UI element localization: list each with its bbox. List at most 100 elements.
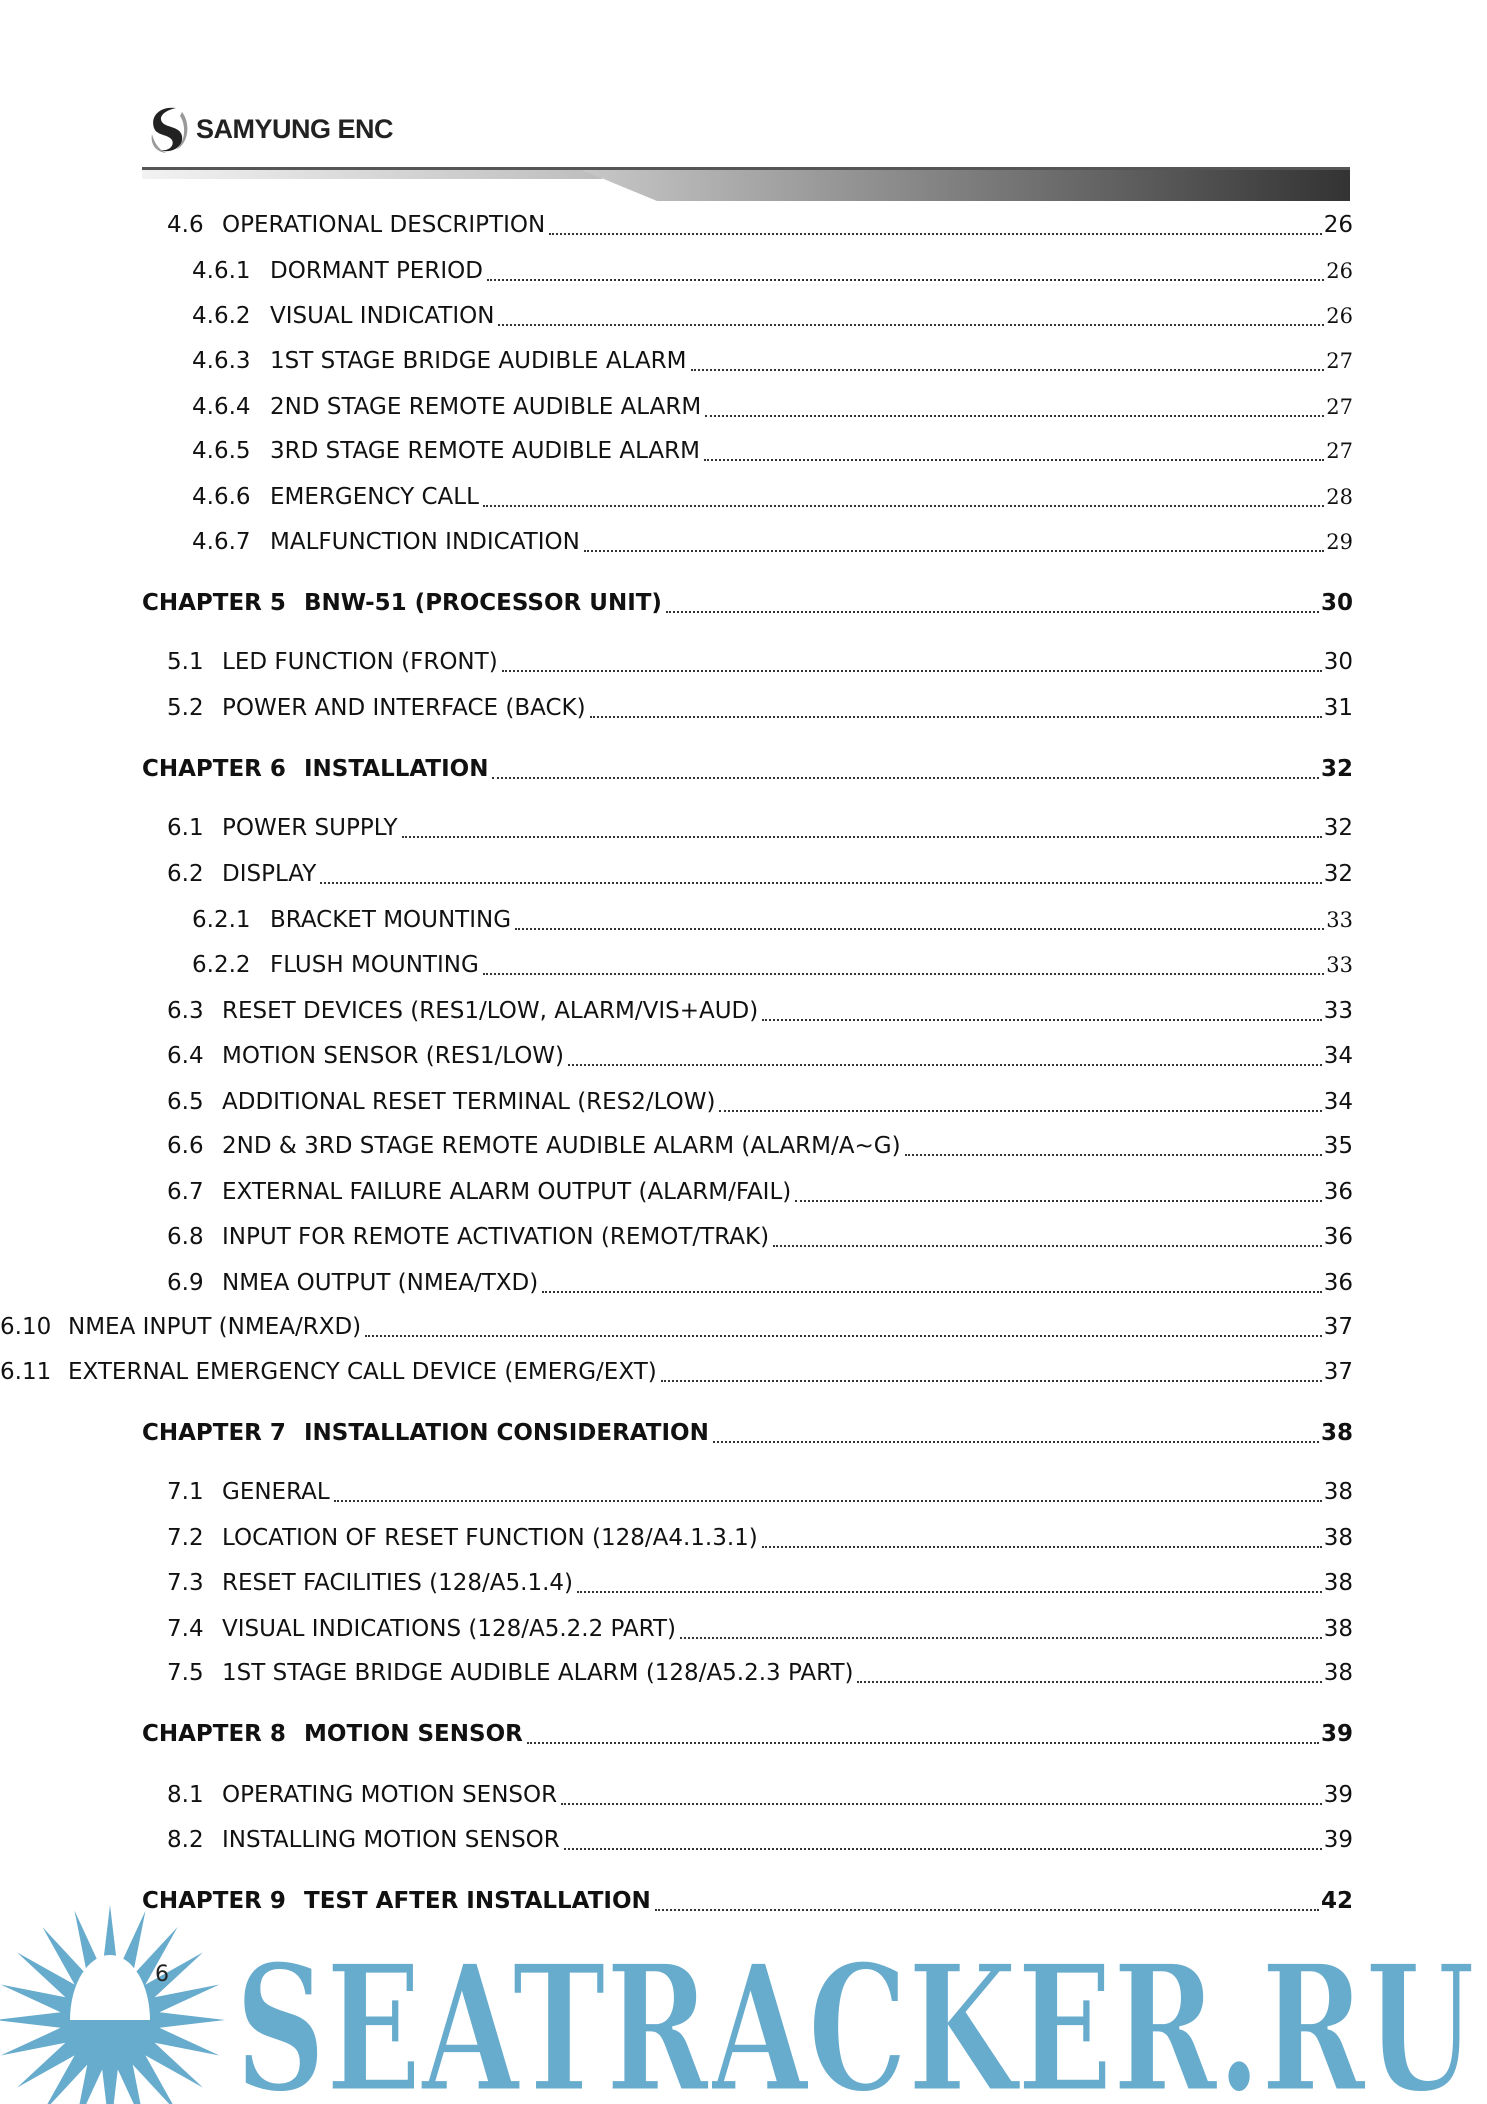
toc-entry[interactable]: 4.6.4 2ND STAGE REMOTE AUDIBLE ALARM 27 — [0, 394, 1353, 424]
dot-leader — [501, 670, 1322, 672]
toc-entry[interactable]: CHAPTER 7 INSTALLATION CONSIDERATION 38 — [0, 1420, 1353, 1450]
toc-entry[interactable]: 6.1 POWER SUPPLY 32 — [0, 815, 1353, 845]
toc-entry[interactable]: 4.6.7 MALFUNCTION INDICATION 29 — [0, 529, 1353, 559]
toc-title: GENERAL — [222, 1479, 330, 1505]
watermark-text: SEATRACKER.RU — [235, 1927, 1475, 2104]
toc-title: POWER SUPPLY — [222, 815, 398, 841]
toc-title: 2ND & 3RD STAGE REMOTE AUDIBLE ALARM (AL… — [222, 1133, 901, 1159]
toc-entry[interactable]: 5.2 POWER AND INTERFACE (BACK) 31 — [0, 695, 1353, 725]
dot-leader — [561, 1803, 1322, 1805]
toc-number: 6.11 — [0, 1359, 52, 1385]
toc-entry[interactable]: 4.6 OPERATIONAL DESCRIPTION 26 — [0, 212, 1353, 242]
toc-entry[interactable]: CHAPTER 8 MOTION SENSOR 39 — [0, 1721, 1353, 1751]
toc-page: 38 — [1323, 1660, 1353, 1686]
dot-leader — [583, 550, 1325, 552]
toc-entry[interactable]: 6.5 ADDITIONAL RESET TERMINAL (RES2/LOW) 3… — [0, 1089, 1353, 1119]
toc-entry[interactable]: 6.6 2ND & 3RD STAGE REMOTE AUDIBLE ALARM … — [0, 1133, 1353, 1163]
toc-page: 38 — [1323, 1570, 1353, 1596]
toc-page: 31 — [1323, 695, 1353, 721]
toc-title: EXTERNAL EMERGENCY CALL DEVICE (EMERG/EX… — [68, 1359, 657, 1385]
toc-entry[interactable]: 4.6.6 EMERGENCY CALL 28 — [0, 484, 1353, 514]
toc-entry[interactable]: 7.1 GENERAL 38 — [0, 1479, 1353, 1509]
toc-entry[interactable]: 4.6.3 1ST STAGE BRIDGE AUDIBLE ALARM 27 — [0, 348, 1353, 378]
toc-title: OPERATIONAL DESCRIPTION — [222, 212, 546, 238]
toc-entry[interactable]: 6.7 EXTERNAL FAILURE ALARM OUTPUT (ALARM/… — [0, 1179, 1353, 1209]
dot-leader — [498, 324, 1325, 326]
toc-title: ADDITIONAL RESET TERMINAL (RES2/LOW) — [222, 1089, 716, 1115]
dot-leader — [482, 505, 1325, 507]
toc-entry[interactable]: 4.6.5 3RD STAGE REMOTE AUDIBLE ALARM 27 — [0, 438, 1353, 468]
toc-number: 7.2 — [167, 1525, 204, 1551]
toc-entry[interactable]: 4.6.1 DORMANT PERIOD 26 — [0, 258, 1353, 288]
toc-page: 39 — [1320, 1721, 1353, 1747]
toc-number: 4.6.5 — [192, 438, 251, 464]
toc-entry[interactable]: 6.9 NMEA OUTPUT (NMEA/TXD) 36 — [0, 1270, 1353, 1300]
dot-leader — [773, 1245, 1322, 1247]
dot-leader — [690, 369, 1325, 371]
toc-entry[interactable]: 6.2.1 BRACKET MOUNTING 33 — [0, 907, 1353, 937]
toc-page: 33 — [1326, 953, 1353, 977]
toc-page: 27 — [1326, 349, 1353, 373]
samyung-logo: SAMYUNG ENC — [146, 104, 394, 154]
toc-title: EXTERNAL FAILURE ALARM OUTPUT (ALARM/FAI… — [222, 1179, 792, 1205]
toc-page: 28 — [1326, 485, 1353, 509]
toc-number: 6.5 — [167, 1089, 204, 1115]
toc-entry[interactable]: 7.2 LOCATION OF RESET FUNCTION (128/A4.1.… — [0, 1525, 1353, 1555]
toc-page: 32 — [1323, 861, 1353, 887]
toc-number: 6.2.1 — [192, 907, 251, 933]
toc-page: 38 — [1323, 1479, 1353, 1505]
toc-entry[interactable]: 7.5 1ST STAGE BRIDGE AUDIBLE ALARM (128/A… — [0, 1660, 1353, 1690]
toc-title: EMERGENCY CALL — [270, 484, 479, 510]
dot-leader — [857, 1681, 1322, 1683]
toc-entry[interactable]: CHAPTER 5 BNW-51 (PROCESSOR UNIT) 30 — [0, 590, 1353, 620]
sunburst-icon — [0, 1905, 225, 2104]
toc-number: CHAPTER 9 — [142, 1888, 286, 1914]
toc-entry[interactable]: 6.8 INPUT FOR REMOTE ACTIVATION (REMOT/TR… — [0, 1224, 1353, 1254]
toc-entry[interactable]: 6.2 DISPLAY 32 — [0, 861, 1353, 891]
dot-leader — [486, 279, 1325, 281]
toc-entry[interactable]: 6.10 NMEA INPUT (NMEA/RXD) 37 — [0, 1314, 1353, 1344]
toc-number: 6.2 — [167, 861, 204, 887]
dot-leader — [365, 1335, 1322, 1337]
toc-title: DORMANT PERIOD — [270, 258, 483, 284]
toc-number: 8.2 — [167, 1827, 204, 1853]
toc-entry[interactable]: 7.4 VISUAL INDICATIONS (128/A5.2.2 PART) 3… — [0, 1616, 1353, 1646]
toc-title: MALFUNCTION INDICATION — [270, 529, 580, 555]
dot-leader — [568, 1064, 1322, 1066]
toc-entry[interactable]: 5.1 LED FUNCTION (FRONT) 30 — [0, 649, 1353, 679]
toc-entry[interactable]: CHAPTER 6 INSTALLATION 32 — [0, 756, 1353, 786]
toc-entry[interactable]: 6.3 RESET DEVICES (RES1/LOW, ALARM/VIS+AU… — [0, 998, 1353, 1028]
watermark: SEATRACKER.RU — [0, 1905, 1477, 2104]
toc-page: 35 — [1323, 1133, 1353, 1159]
toc-entry[interactable]: 6.4 MOTION SENSOR (RES1/LOW) 34 — [0, 1043, 1353, 1073]
toc-title: VISUAL INDICATION — [270, 303, 495, 329]
toc-number: 6.2.2 — [192, 952, 251, 978]
toc-entry[interactable]: 4.6.2 VISUAL INDICATION 26 — [0, 303, 1353, 333]
toc-number: 4.6.1 — [192, 258, 251, 284]
toc-entry[interactable]: CHAPTER 9 TEST AFTER INSTALLATION 42 — [0, 1888, 1353, 1918]
toc-entry[interactable]: 8.2 INSTALLING MOTION SENSOR 39 — [0, 1827, 1353, 1857]
toc-title: OPERATING MOTION SENSOR — [222, 1782, 558, 1808]
toc-page: 38 — [1320, 1420, 1353, 1446]
toc-title: NMEA OUTPUT (NMEA/TXD) — [222, 1270, 539, 1296]
dot-leader — [719, 1110, 1322, 1112]
toc-entry[interactable]: 6.2.2 FLUSH MOUNTING 33 — [0, 952, 1353, 982]
toc-title: NMEA INPUT (NMEA/RXD) — [68, 1314, 362, 1340]
toc-title: FLUSH MOUNTING — [270, 952, 479, 978]
toc-entry[interactable]: 6.11 EXTERNAL EMERGENCY CALL DEVICE (EMER… — [0, 1359, 1353, 1389]
toc-number: 6.6 — [167, 1133, 204, 1159]
toc-page: 36 — [1323, 1179, 1353, 1205]
toc-entry[interactable]: 8.1 OPERATING MOTION SENSOR 39 — [0, 1782, 1353, 1812]
dot-leader — [705, 415, 1325, 417]
toc-page: 37 — [1323, 1314, 1353, 1340]
toc-number: 4.6.6 — [192, 484, 251, 510]
toc-entry[interactable]: 7.3 RESET FACILITIES (128/A5.1.4) 38 — [0, 1570, 1353, 1600]
page-number: 6 — [155, 1962, 169, 1987]
toc-title: 1ST STAGE BRIDGE AUDIBLE ALARM — [270, 348, 687, 374]
toc-page: 33 — [1326, 908, 1353, 932]
toc-number: 6.10 — [0, 1314, 52, 1340]
dot-leader — [333, 1500, 1322, 1502]
toc-title: INPUT FOR REMOTE ACTIVATION (REMOT/TRAK) — [222, 1224, 770, 1250]
toc-number: 6.9 — [167, 1270, 204, 1296]
toc-number: 6.7 — [167, 1179, 204, 1205]
